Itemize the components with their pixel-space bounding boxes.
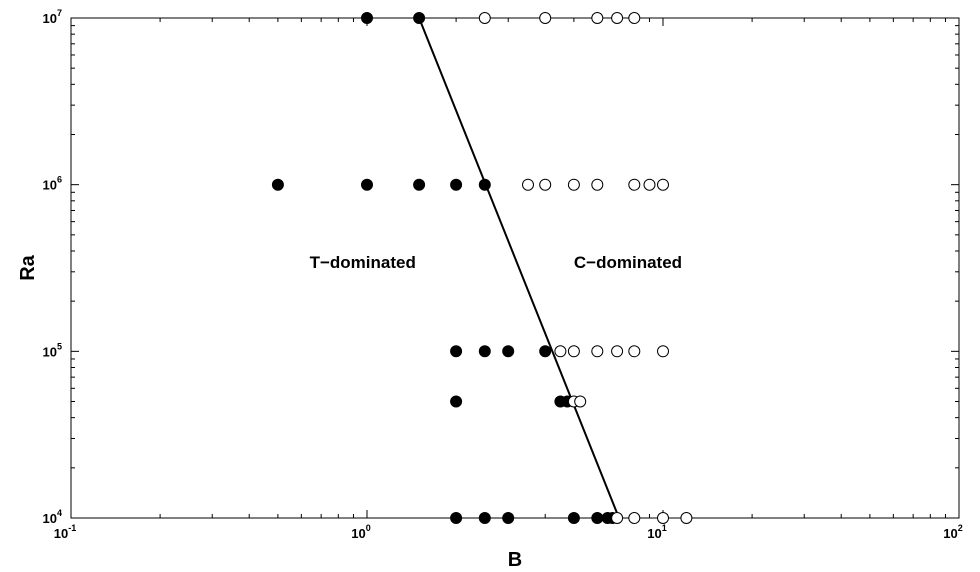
open-data-point: [591, 178, 604, 191]
x-tick-label: 100: [351, 523, 370, 541]
open-data-point: [567, 345, 580, 358]
filled-data-point: [450, 178, 463, 191]
y-axis-title: Ra: [17, 254, 39, 280]
open-data-point: [657, 345, 669, 358]
x-axis-title: B: [508, 549, 522, 571]
open-data-point: [628, 178, 641, 191]
filled-data-point: [478, 345, 491, 358]
y-tick-label: 105: [43, 341, 62, 359]
filled-data-point: [361, 12, 373, 24]
open-data-point: [478, 12, 491, 24]
filled-data-point: [478, 178, 491, 191]
boundary-lines: [418, 17, 620, 519]
y-tick-labels: 104 105 106 107: [43, 8, 62, 526]
open-data-point: [554, 345, 567, 358]
filled-data-point: [478, 512, 491, 524]
y-tick-label: 107: [43, 8, 62, 26]
open-data-point: [628, 512, 641, 524]
open-data-point: [657, 178, 669, 191]
region-label: C−dominated: [574, 253, 682, 272]
open-data-point: [539, 12, 552, 24]
open-data-point: [539, 178, 552, 191]
filled-data-point: [539, 345, 552, 358]
filled-data-point: [450, 512, 463, 524]
open-data-point: [611, 512, 624, 524]
open-data-point: [657, 512, 669, 524]
annotations: T−dominated C−dominated: [310, 253, 682, 272]
filled-data-point: [450, 345, 463, 358]
open-data-point: [591, 12, 604, 24]
open-data-point: [611, 12, 624, 24]
open-data-point: [628, 12, 641, 24]
y-tick-label: 106: [43, 175, 62, 193]
filled-data-point: [361, 178, 373, 191]
y-tick-label: 104: [43, 508, 62, 526]
filled-data-point: [413, 12, 426, 24]
x-tick-label: 101: [647, 523, 666, 541]
filled-data-point: [413, 178, 426, 191]
region-label: T−dominated: [310, 253, 416, 272]
filled-data-point: [450, 395, 463, 408]
x-tick-label: 10-1: [54, 523, 76, 541]
filled-data-point: [271, 178, 284, 191]
x-tick-labels: 10-1 100 101 102: [54, 523, 963, 541]
boundary-line: [418, 17, 620, 519]
open-data-point: [591, 345, 604, 358]
x-tick-label: 102: [943, 523, 962, 541]
open-data-point: [628, 345, 641, 358]
filled-data-point: [591, 512, 604, 524]
filled-data-point: [502, 345, 515, 358]
open-data-point: [567, 178, 580, 191]
data-points: [271, 12, 693, 524]
open-data-point: [643, 178, 656, 191]
filled-data-point: [502, 512, 515, 524]
open-data-point: [574, 395, 587, 408]
plot-frame: [70, 17, 960, 519]
open-data-point: [611, 345, 624, 358]
filled-data-point: [567, 512, 580, 524]
open-data-point: [680, 512, 693, 524]
open-data-point: [522, 178, 534, 191]
